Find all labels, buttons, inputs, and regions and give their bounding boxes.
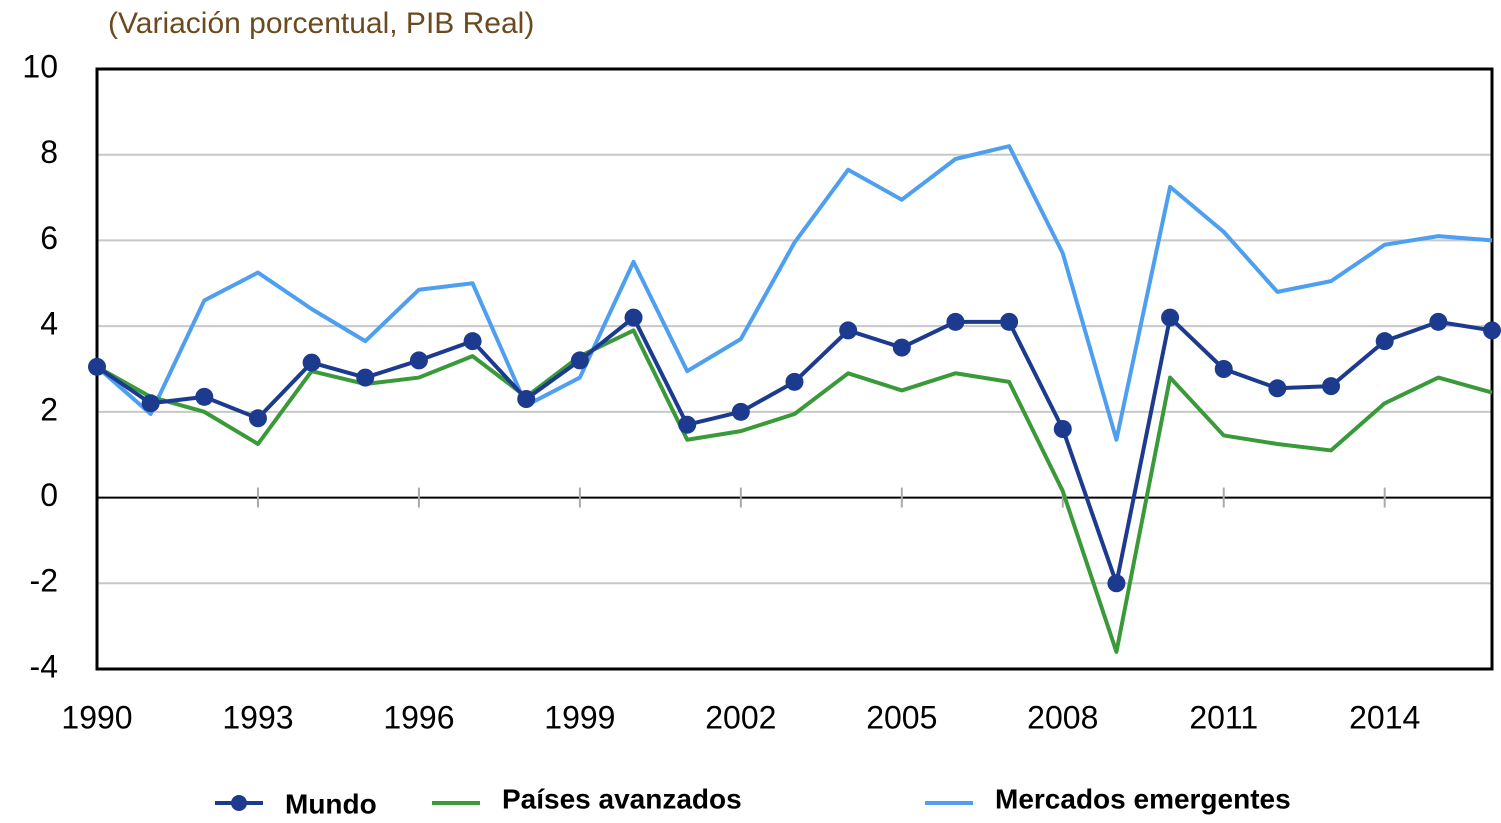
point (517, 390, 535, 408)
x-tick-label: 2005 (866, 699, 937, 735)
point (1322, 377, 1340, 395)
point (410, 351, 428, 369)
y-tick-label: 4 (40, 306, 58, 342)
legend-label: Mundo (285, 788, 377, 819)
y-tick-label: 8 (40, 134, 58, 170)
point (1268, 379, 1286, 397)
point (839, 321, 857, 339)
y-tick-label: 10 (22, 48, 58, 84)
point (786, 373, 804, 391)
x-tick-label: 1993 (222, 699, 293, 735)
point (571, 351, 589, 369)
point (249, 409, 267, 427)
x-tick-label: 1996 (383, 699, 454, 735)
point (1054, 420, 1072, 438)
x-tick-label: 1999 (544, 699, 615, 735)
point (195, 388, 213, 406)
legend-label: Países avanzados (502, 783, 742, 814)
point (1161, 309, 1179, 327)
point (1429, 313, 1447, 331)
y-tick-label: -4 (30, 648, 58, 684)
point (142, 394, 160, 412)
point (625, 309, 643, 327)
y-tick-label: 0 (40, 477, 58, 513)
point (946, 313, 964, 331)
legend-marker (231, 795, 247, 811)
series-line (97, 146, 1492, 440)
y-tick-label: 6 (40, 220, 58, 256)
point (893, 339, 911, 357)
point (678, 416, 696, 434)
chart-subtitle: (Variación porcentual, PIB Real) (108, 7, 534, 40)
point (1483, 321, 1501, 339)
point (1376, 332, 1394, 350)
point (1107, 574, 1125, 592)
x-tick-label: 2011 (1189, 699, 1258, 735)
point (1000, 313, 1018, 331)
x-tick-label: 2002 (705, 699, 776, 735)
point (88, 358, 106, 376)
point (464, 332, 482, 350)
y-tick-label: -2 (30, 563, 58, 599)
point (356, 369, 374, 387)
point (732, 403, 750, 421)
chart: (Variación porcentual, PIB Real) -4 -2 0 2 4… (0, 0, 1501, 823)
point (303, 354, 321, 372)
point (1215, 360, 1233, 378)
x-tick-label: 2008 (1027, 699, 1098, 735)
legend-label: Mercados emergentes (995, 783, 1291, 814)
y-tick-label: 2 (40, 391, 58, 427)
x-tick-label: 2014 (1349, 699, 1420, 735)
x-tick-label: 1990 (61, 699, 132, 735)
